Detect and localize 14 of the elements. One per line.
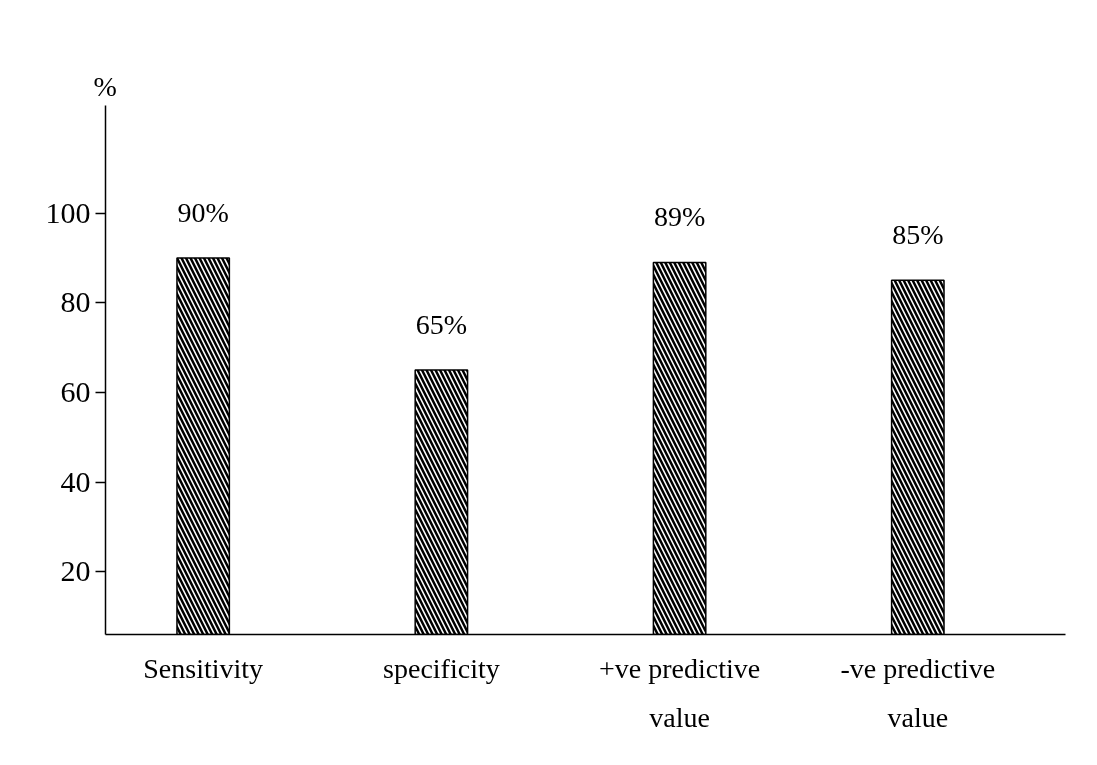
data-label: 85% [892, 219, 944, 251]
data-label: 90% [177, 196, 229, 228]
data-label: 89% [653, 201, 706, 233]
x-tick-label: specificity [383, 652, 500, 684]
y-tick-label: 80 [60, 285, 91, 319]
y-tick-label: 40 [60, 464, 91, 498]
y-tick-label: 20 [60, 554, 91, 588]
data-label: 65% [415, 309, 468, 340]
y-tick-label: 60 [60, 374, 91, 408]
y-axis-title: % [93, 70, 117, 102]
y-tick-label: 100 [45, 195, 91, 229]
x-tick-label: -ve predictive value [840, 652, 996, 734]
x-tick-label: +ve predictive value [599, 652, 761, 734]
x-tick-label: Sensitivity [143, 652, 264, 684]
